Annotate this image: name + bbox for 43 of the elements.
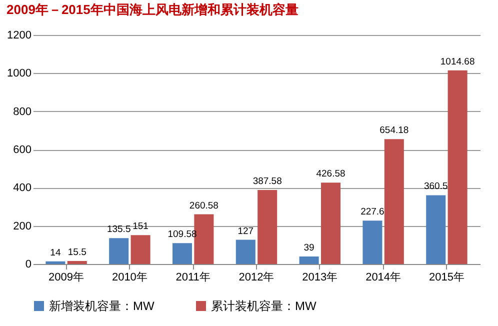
bar <box>236 240 256 264</box>
x-tick-label: 2013年 <box>302 272 338 284</box>
legend-label: 新增装机容量：MW <box>49 299 155 313</box>
data-label: 127 <box>238 226 254 237</box>
y-tick-label: 0 <box>25 258 32 270</box>
bar <box>130 235 150 264</box>
y-tick-label: 800 <box>13 106 32 118</box>
chart-title: 2009年－2015年中国海上风电新增和累计装机容量 <box>6 2 298 17</box>
data-label: 260.58 <box>189 200 218 212</box>
x-tick-label: 2010年 <box>112 272 148 284</box>
data-label: 1014.68 <box>440 56 475 68</box>
data-label: 387.58 <box>252 176 282 188</box>
data-label: 39 <box>304 242 314 254</box>
x-tick-label: 2015年 <box>428 272 464 284</box>
x-tick-label: 2009年 <box>48 272 84 284</box>
bar <box>320 182 341 264</box>
x-tick-label: 2014年 <box>366 272 402 284</box>
data-label: 135.5 <box>106 224 131 236</box>
bar <box>299 256 319 264</box>
x-tick-label: 2011年 <box>176 272 210 284</box>
bar <box>109 238 129 264</box>
bar <box>46 261 66 264</box>
data-label: 15.5 <box>68 247 86 258</box>
data-label: 426.58 <box>316 168 346 180</box>
y-tick-label: 200 <box>13 220 32 232</box>
bar <box>362 220 382 264</box>
bar <box>258 190 278 264</box>
y-tick-label: 1000 <box>7 68 32 80</box>
bar <box>67 261 87 264</box>
bar <box>172 243 192 264</box>
bar <box>448 70 468 264</box>
data-label: 654.18 <box>380 125 409 136</box>
legend-label: 累计装机容量：MW <box>211 299 317 313</box>
data-label: 151 <box>132 221 148 232</box>
y-tick-label: 1200 <box>7 30 32 42</box>
bar <box>384 139 404 264</box>
y-tick-label: 600 <box>13 144 32 156</box>
bar <box>426 195 446 264</box>
x-tick-label: 2012年 <box>238 272 274 284</box>
data-label: 227.6 <box>360 206 384 218</box>
y-tick-label: 400 <box>13 182 32 194</box>
data-label: 14 <box>50 247 61 258</box>
data-label: 360.5 <box>424 181 448 192</box>
